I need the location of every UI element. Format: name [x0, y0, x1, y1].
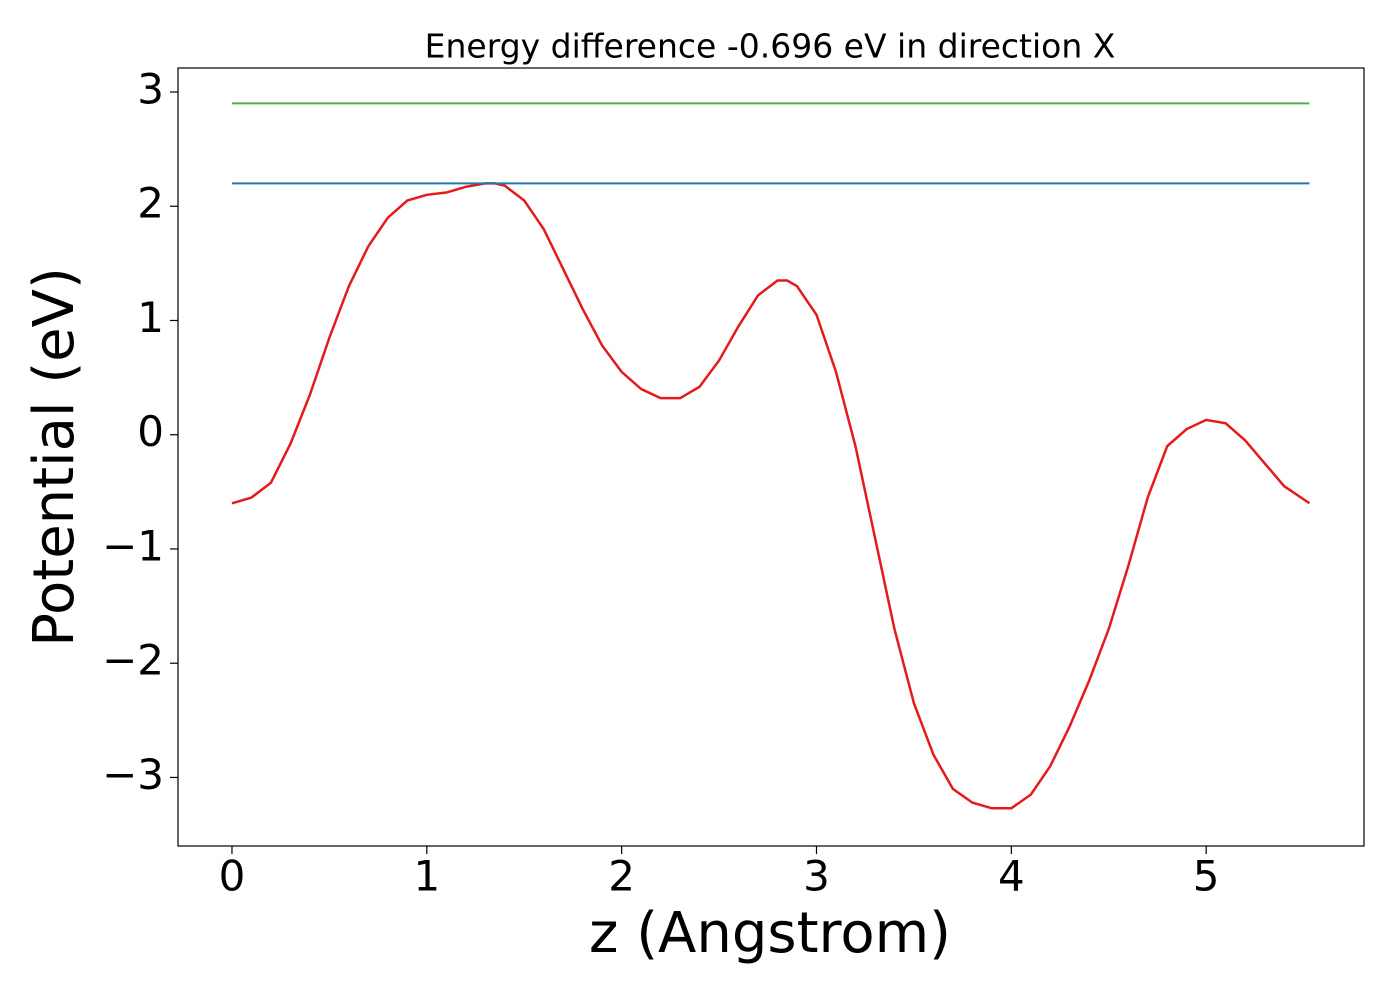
y-tick-label: 0	[137, 407, 164, 456]
x-tick-label: 3	[803, 852, 830, 901]
x-tick-label: 0	[219, 852, 246, 901]
x-tick-label: 4	[998, 852, 1025, 901]
x-tick-label: 2	[608, 852, 635, 901]
y-tick-label: 3	[137, 64, 164, 113]
y-tick-label: 2	[137, 179, 164, 228]
y-tick-label: −1	[102, 521, 164, 570]
y-tick-label: −3	[102, 750, 164, 799]
x-tick-label: 1	[413, 852, 440, 901]
y-tick-label: −2	[102, 636, 164, 685]
line-series	[231, 182, 1311, 810]
x-tick-label: 5	[1193, 852, 1220, 901]
chart-title: Energy difference -0.696 eV in direction…	[425, 27, 1116, 66]
plot-frame	[177, 67, 1365, 847]
y-tick-label: 1	[137, 293, 164, 342]
x-axis-label: z (Angstrom)	[589, 901, 951, 966]
y-axis-label: Potential (eV)	[22, 267, 87, 647]
